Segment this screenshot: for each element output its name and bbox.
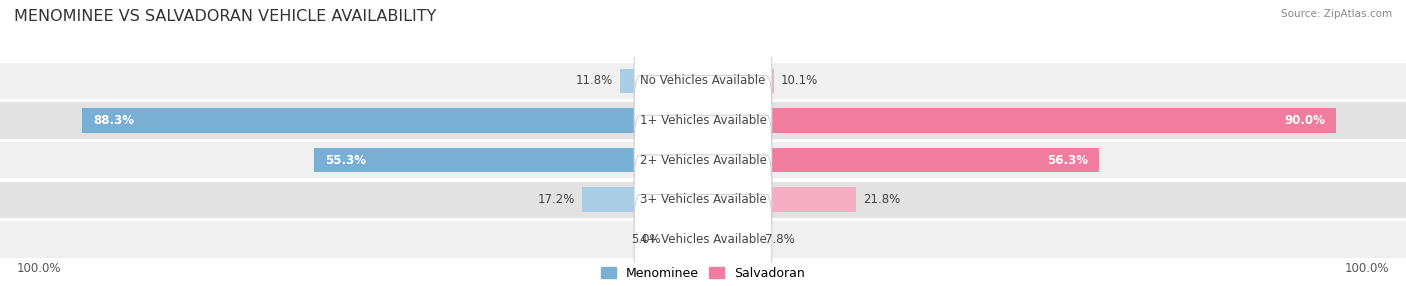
Text: 1+ Vehicles Available: 1+ Vehicles Available bbox=[640, 114, 766, 127]
Bar bbox=[0, 63, 1406, 99]
Text: MENOMINEE VS SALVADORAN VEHICLE AVAILABILITY: MENOMINEE VS SALVADORAN VEHICLE AVAILABI… bbox=[14, 9, 436, 23]
FancyBboxPatch shape bbox=[634, 76, 772, 166]
Text: No Vehicles Available: No Vehicles Available bbox=[640, 74, 766, 88]
Text: 2+ Vehicles Available: 2+ Vehicles Available bbox=[640, 154, 766, 167]
Text: 55.3%: 55.3% bbox=[325, 154, 366, 167]
Bar bbox=[668, 227, 703, 252]
Text: 100.0%: 100.0% bbox=[17, 262, 62, 275]
Text: 90.0%: 90.0% bbox=[1284, 114, 1324, 127]
Bar bbox=[703, 108, 1336, 133]
Bar bbox=[620, 69, 703, 93]
Text: 88.3%: 88.3% bbox=[93, 114, 134, 127]
Legend: Menominee, Salvadoran: Menominee, Salvadoran bbox=[602, 267, 804, 280]
Text: 10.1%: 10.1% bbox=[782, 74, 818, 88]
Text: 7.8%: 7.8% bbox=[765, 233, 794, 246]
Text: 11.8%: 11.8% bbox=[576, 74, 613, 88]
Bar bbox=[703, 69, 775, 93]
Bar bbox=[582, 188, 703, 212]
Bar bbox=[0, 221, 1406, 258]
FancyBboxPatch shape bbox=[634, 115, 772, 205]
Bar bbox=[0, 102, 1406, 139]
Text: 3+ Vehicles Available: 3+ Vehicles Available bbox=[640, 193, 766, 206]
Text: 21.8%: 21.8% bbox=[863, 193, 900, 206]
FancyBboxPatch shape bbox=[634, 36, 772, 126]
Bar bbox=[315, 148, 703, 172]
Text: 4+ Vehicles Available: 4+ Vehicles Available bbox=[640, 233, 766, 246]
Bar bbox=[703, 227, 758, 252]
Bar bbox=[0, 142, 1406, 178]
Text: 5.0%: 5.0% bbox=[631, 233, 661, 246]
Bar bbox=[0, 182, 1406, 218]
FancyBboxPatch shape bbox=[634, 155, 772, 245]
FancyBboxPatch shape bbox=[634, 194, 772, 284]
Bar bbox=[703, 148, 1099, 172]
Text: 17.2%: 17.2% bbox=[537, 193, 575, 206]
Bar bbox=[82, 108, 703, 133]
Text: Source: ZipAtlas.com: Source: ZipAtlas.com bbox=[1281, 9, 1392, 19]
Text: 100.0%: 100.0% bbox=[1344, 262, 1389, 275]
Text: 56.3%: 56.3% bbox=[1047, 154, 1088, 167]
Bar bbox=[703, 188, 856, 212]
